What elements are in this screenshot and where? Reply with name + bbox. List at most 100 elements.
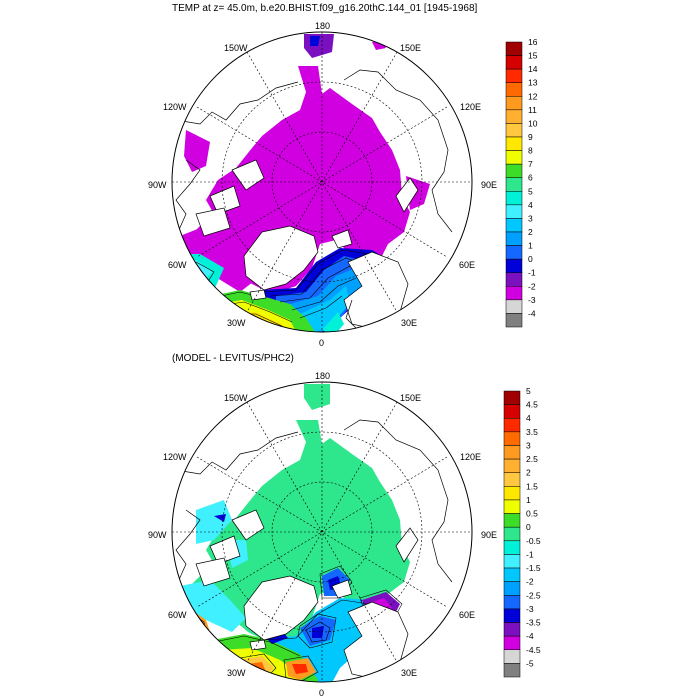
colorbar-swatch: [503, 445, 521, 460]
colorbar-tick-label: 15: [528, 51, 538, 61]
lon-label-120w-top: 120W: [163, 102, 187, 112]
difference-title: (MODEL - LEVITUS/PHC2): [172, 353, 294, 364]
top-polar-map: [171, 31, 473, 333]
colorbar-tick-label: 2: [528, 227, 533, 237]
colorbar-swatch: [503, 499, 521, 514]
colorbar-swatch: [505, 245, 523, 260]
colorbar-swatch: [503, 513, 521, 528]
colorbar-swatch: [503, 595, 521, 610]
colorbar-tick-label: -4: [528, 308, 536, 318]
greenland-landmass: [243, 225, 319, 291]
colorbar-swatch: [505, 68, 523, 83]
colorbar-swatch: [503, 554, 521, 569]
colorbar-tick-label: 5: [526, 386, 531, 396]
lon-label-30e-top: 30E: [401, 318, 417, 328]
lon-label-90e-bottom: 90E: [481, 530, 497, 540]
colorbar-tick-label: 1.5: [526, 481, 538, 491]
colorbar-swatch: [505, 55, 523, 70]
colorbar-swatch: [505, 109, 523, 124]
colorbar-tick-label: 12: [528, 91, 538, 101]
colorbar-tick-label: 8: [528, 146, 533, 156]
colorbar-tick-label: 7: [528, 159, 533, 169]
colorbar-swatch: [503, 581, 521, 596]
colorbar-tick-label: 3: [526, 440, 531, 450]
colorbar-swatch: [503, 390, 521, 405]
colorbar-tick-label: -2: [528, 281, 536, 291]
colorbar-swatch: [503, 404, 521, 419]
lon-label-90e-top: 90E: [481, 180, 497, 190]
colorbar-swatch: [505, 82, 523, 97]
colorbar-tick-label: 16: [528, 37, 538, 47]
colorbar-tick-label: 6: [528, 173, 533, 183]
lon-label-150w-bottom: 150W: [224, 393, 248, 403]
colorbar-swatch: [503, 567, 521, 582]
lon-label-180-top: 180: [315, 21, 330, 31]
colorbar-swatch: [505, 163, 523, 178]
colorbar-swatch: [505, 272, 523, 287]
canadian-archipelago-2: [209, 185, 241, 215]
colorbar-swatch: [503, 417, 521, 433]
lon-label-150w-top: 150W: [224, 43, 248, 53]
lon-label-90w-top: 90W: [148, 180, 167, 190]
lon-label-120e-top: 120E: [460, 102, 481, 112]
colorbar-tick-label: 1: [526, 495, 531, 505]
canadian-archipelago-1: [231, 159, 265, 191]
colorbar-swatch: [505, 123, 523, 138]
colorbar-tick-label: -0.5: [526, 536, 541, 546]
colorbar-tick-label: -3.5: [526, 618, 541, 628]
colorbar-tick-label: 0: [528, 254, 533, 264]
colorbar-tick-label: 4: [528, 200, 533, 210]
colorbar-swatch: [505, 258, 523, 273]
colorbar-swatch: [503, 472, 521, 487]
colorbar-swatch: [503, 540, 521, 555]
lon-label-0-bottom: 0: [319, 688, 324, 698]
colorbar-tick-label: 0.5: [526, 509, 538, 519]
colorbar-tick-label: 3: [528, 213, 533, 223]
colorbar-tick-label: 2: [526, 468, 531, 478]
colorbar-swatch: [505, 299, 523, 314]
lon-label-180-bottom: 180: [315, 371, 330, 381]
lon-label-60e-top: 60E: [459, 260, 475, 270]
colorbar-swatch: [505, 41, 523, 56]
lon-label-120w-bottom: 120W: [163, 452, 187, 462]
colorbar-tick-label: -4: [526, 631, 534, 641]
colorbar-swatch: [505, 150, 523, 165]
baffin-island: [195, 207, 231, 237]
lon-label-30e-bottom: 30E: [401, 668, 417, 678]
lon-label-60w-bottom: 60W: [168, 610, 187, 620]
map-title: TEMP at z= 45.0m, b.e20.BHIST.f09_g16.20…: [172, 3, 478, 14]
svalbard-island: [331, 229, 353, 249]
colorbar-tick-label: -1.5: [526, 563, 541, 573]
colorbar-tick-label: -1: [526, 549, 534, 559]
colorbar-swatch: [505, 136, 523, 151]
colorbar-swatch: [505, 231, 523, 246]
colorbar-tick-label: 3.5: [526, 427, 538, 437]
colorbar-swatch: [503, 635, 521, 651]
colorbar-swatch: [503, 622, 521, 637]
iceland-island: [249, 289, 267, 301]
lon-label-30w-top: 30W: [227, 318, 246, 328]
lon-label-120e-bottom: 120E: [460, 452, 481, 462]
lon-label-150e-bottom: 150E: [400, 393, 421, 403]
colorbar-tick-label: 4.5: [526, 400, 538, 410]
colorbar-swatch: [503, 649, 521, 664]
colorbar-tick-label: 2.5: [526, 454, 538, 464]
colorbar-swatch: [503, 486, 521, 501]
colorbar-swatch: [505, 177, 523, 192]
colorbar-tick-label: 5: [528, 186, 533, 196]
colorbar-tick-label: -2: [526, 577, 534, 587]
colorbar-swatch: [503, 663, 521, 678]
colorbar-swatch: [503, 526, 521, 542]
colorbar-tick-label: 14: [528, 64, 538, 74]
colorbar-swatch: [505, 191, 523, 206]
colorbar-tick-label: 11: [528, 105, 537, 115]
colorbar-swatch: [503, 431, 521, 446]
colorbar-tick-label: -2.5: [526, 590, 541, 600]
colorbar-tick-label: 9: [528, 132, 533, 142]
lon-label-0-top: 0: [319, 338, 324, 348]
colorbar-swatch: [505, 218, 523, 233]
colorbar-bottom: 5 4.5 4 3.5 3 2.5 2 1.5 1 0.5 0 -0.5 -1 -1.5 -2 -2.5 -3 -…: [503, 386, 541, 678]
colorbar-swatch: [503, 458, 521, 473]
bottom-polar-map: [171, 381, 473, 683]
